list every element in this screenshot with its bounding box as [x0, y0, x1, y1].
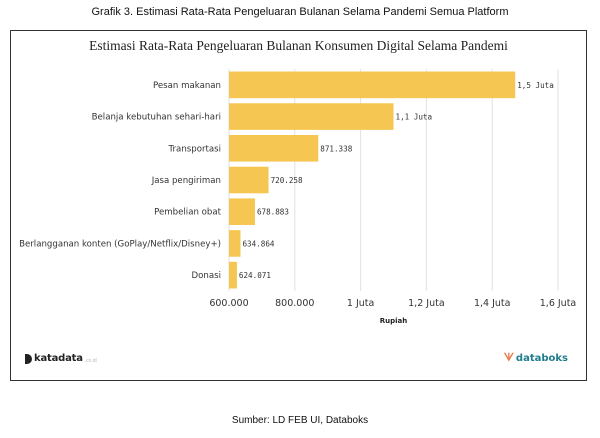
source-note: Sumber: LD FEB UI, Databoks	[231, 415, 369, 426]
data-label: 720.258	[271, 176, 303, 185]
category-label: Pesan makanan	[153, 81, 221, 91]
category-label: Transportasi	[168, 144, 221, 154]
bar	[229, 134, 319, 162]
bar	[229, 166, 269, 194]
x-tick-label: 1,2 Juta	[408, 298, 445, 309]
katadata-mark-icon	[25, 353, 32, 364]
bar-chart: 1,5 Juta Pesan makanan 1,1 Juta Belanja keb…	[19, 69, 577, 325]
chart-frame: Estimasi Rata-Rata Pengeluaran Bulanan K…	[10, 30, 587, 381]
data-label: 1,1 Juta	[396, 113, 433, 122]
x-tick-label: 1,6 Juta	[540, 298, 577, 309]
data-label: 871.338	[320, 144, 352, 153]
category-label: Pembelian obat	[154, 208, 221, 218]
x-tick-label: 800.000	[275, 298, 314, 309]
chart-title: Estimasi Rata-Rata Pengeluaran Bulanan K…	[89, 38, 508, 53]
databoks-icon: ᗐ	[503, 352, 514, 364]
category-label: Belanja kebutuhan sehari-hari	[92, 113, 221, 123]
x-tick-label: 600.000	[209, 298, 248, 309]
bar	[229, 71, 516, 99]
katadata-logo-suffix: .co.id	[84, 357, 97, 364]
category-label: Jasa pengiriman	[151, 176, 221, 186]
databoks-logo: ᗐ databoks	[504, 352, 568, 365]
x-axis-title: Rupiah	[380, 317, 408, 325]
bar	[229, 103, 394, 130]
databoks-logo-text: databoks	[515, 353, 568, 364]
data-label: 1,5 Juta	[517, 81, 554, 90]
category-label: Donasi	[192, 271, 221, 281]
katadata-logo-text: katadata	[34, 353, 83, 364]
x-tick-label: 1,4 Juta	[474, 298, 511, 309]
data-label: 678.883	[257, 208, 289, 217]
figure-caption: Grafik 3. Estimasi Rata-Rata Pengeluaran…	[91, 6, 509, 18]
category-label: Berlangganan konten (GoPlay/Netflix/Disn…	[19, 239, 221, 249]
bar	[229, 261, 237, 289]
data-label: 634.864	[242, 239, 274, 248]
bar	[229, 230, 241, 257]
bar	[229, 198, 255, 226]
data-label: 624.071	[239, 271, 271, 280]
x-tick-label: 1 Juta	[347, 298, 374, 309]
katadata-logo: katadata .co.id	[25, 353, 97, 364]
